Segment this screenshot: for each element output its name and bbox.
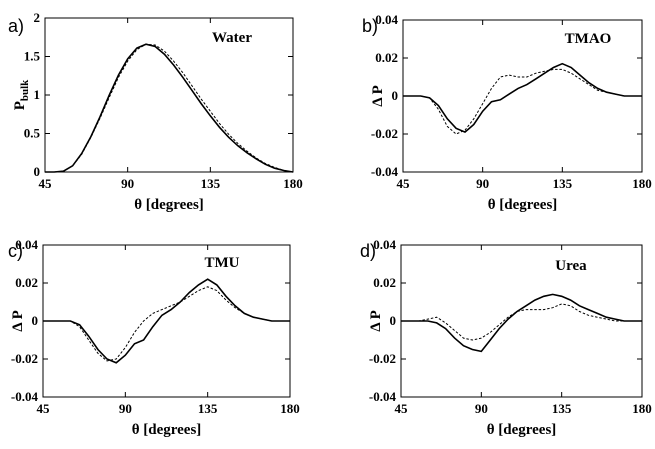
y-axis-label-main: Δ P bbox=[370, 85, 386, 107]
x-tick-label: 180 bbox=[283, 176, 303, 191]
series-annotation: Urea bbox=[555, 258, 587, 274]
x-tick-label: 135 bbox=[553, 176, 573, 191]
x-tick-label: 90 bbox=[119, 401, 132, 416]
x-axis-label: θ [degrees] bbox=[134, 197, 204, 213]
y-tick-label: 0 bbox=[392, 88, 399, 103]
panel-letter: d) bbox=[360, 241, 376, 261]
chart-panel-3: c) 45 90 135 180 -0.04 -0.02 0 0.02 0.04 θ [degree… bbox=[8, 237, 300, 438]
x-axis-label: θ [degrees] bbox=[488, 197, 558, 213]
x-tick-label: 45 bbox=[395, 401, 409, 416]
y-axis-label: Δ P bbox=[10, 310, 26, 332]
y-tick-label: 0 bbox=[32, 313, 39, 328]
solid-curve bbox=[43, 278, 290, 364]
x-tick-label: 45 bbox=[39, 176, 53, 191]
y-axis-label-main: Δ P bbox=[10, 310, 26, 332]
y-tick-label: 1.5 bbox=[24, 49, 41, 64]
solid-curve bbox=[403, 62, 642, 134]
y-tick-label: -0.04 bbox=[11, 389, 39, 404]
y-tick-label: 1 bbox=[34, 87, 41, 102]
chart-panel-1: a) 45 90 135 180 0 0.5 1 1.5 2 θ [degrees] Pbulk Wat… bbox=[8, 10, 303, 213]
x-tick-label: 45 bbox=[397, 176, 411, 191]
panel-letter: a) bbox=[8, 16, 24, 36]
y-tick-label: 0.02 bbox=[373, 275, 396, 290]
y-tick-label: 0.04 bbox=[15, 237, 38, 252]
y-tick-label: 0.5 bbox=[24, 126, 41, 141]
chart-panel-2: b) 45 90 135 180 -0.04 -0.02 0 0.02 0.04 θ [degree… bbox=[362, 12, 652, 213]
panel-letter: c) bbox=[8, 241, 23, 261]
x-tick-label: 135 bbox=[198, 401, 218, 416]
series-annotation: TMU bbox=[205, 255, 240, 271]
y-tick-label: 0 bbox=[390, 313, 397, 328]
x-axis-label: θ [degrees] bbox=[132, 422, 202, 438]
plot-frame bbox=[42, 244, 291, 398]
x-tick-label: 135 bbox=[552, 401, 572, 416]
y-tick-label: 0.04 bbox=[373, 237, 396, 252]
y-tick-label: 2 bbox=[34, 10, 41, 25]
solid-curve bbox=[401, 293, 642, 353]
y-tick-label: -0.04 bbox=[371, 164, 399, 179]
x-tick-label: 180 bbox=[632, 176, 652, 191]
panel-letter: b) bbox=[362, 16, 378, 36]
y-tick-label: -0.02 bbox=[369, 351, 396, 366]
series-annotation: Water bbox=[212, 30, 252, 46]
y-tick-label: 0 bbox=[34, 164, 41, 179]
y-axis-label-sub: bulk bbox=[19, 79, 31, 101]
dashed-curve bbox=[43, 286, 290, 362]
dashed-curve bbox=[45, 43, 294, 173]
y-tick-label: -0.02 bbox=[371, 126, 398, 141]
x-tick-label: 180 bbox=[280, 401, 300, 416]
x-axis-label: θ [degrees] bbox=[487, 422, 557, 438]
plot-frame bbox=[400, 244, 643, 398]
y-tick-label: 0.04 bbox=[375, 12, 398, 27]
y-axis-label-main: P bbox=[12, 101, 28, 110]
y-axis-label: Δ P bbox=[368, 310, 384, 332]
x-tick-label: 90 bbox=[475, 401, 488, 416]
y-axis-label: Δ P bbox=[370, 85, 386, 107]
y-axis-label-main: Δ P bbox=[368, 310, 384, 332]
x-tick-label: 135 bbox=[201, 176, 221, 191]
chart-panel-4: d) 45 90 135 180 -0.04 -0.02 0 0.02 0.04 θ [degree… bbox=[360, 237, 652, 438]
y-tick-label: 0.02 bbox=[15, 275, 38, 290]
x-tick-label: 90 bbox=[121, 176, 134, 191]
y-tick-label: -0.04 bbox=[369, 389, 397, 404]
series-annotation: TMAO bbox=[565, 31, 612, 47]
x-tick-label: 90 bbox=[476, 176, 489, 191]
y-tick-label: 0.02 bbox=[375, 50, 398, 65]
y-tick-label: -0.02 bbox=[11, 351, 38, 366]
plot-frame bbox=[44, 17, 294, 173]
x-tick-label: 180 bbox=[632, 401, 652, 416]
x-tick-label: 45 bbox=[37, 401, 51, 416]
dashed-curve bbox=[403, 68, 642, 135]
y-axis-label: Pbulk bbox=[12, 79, 31, 110]
